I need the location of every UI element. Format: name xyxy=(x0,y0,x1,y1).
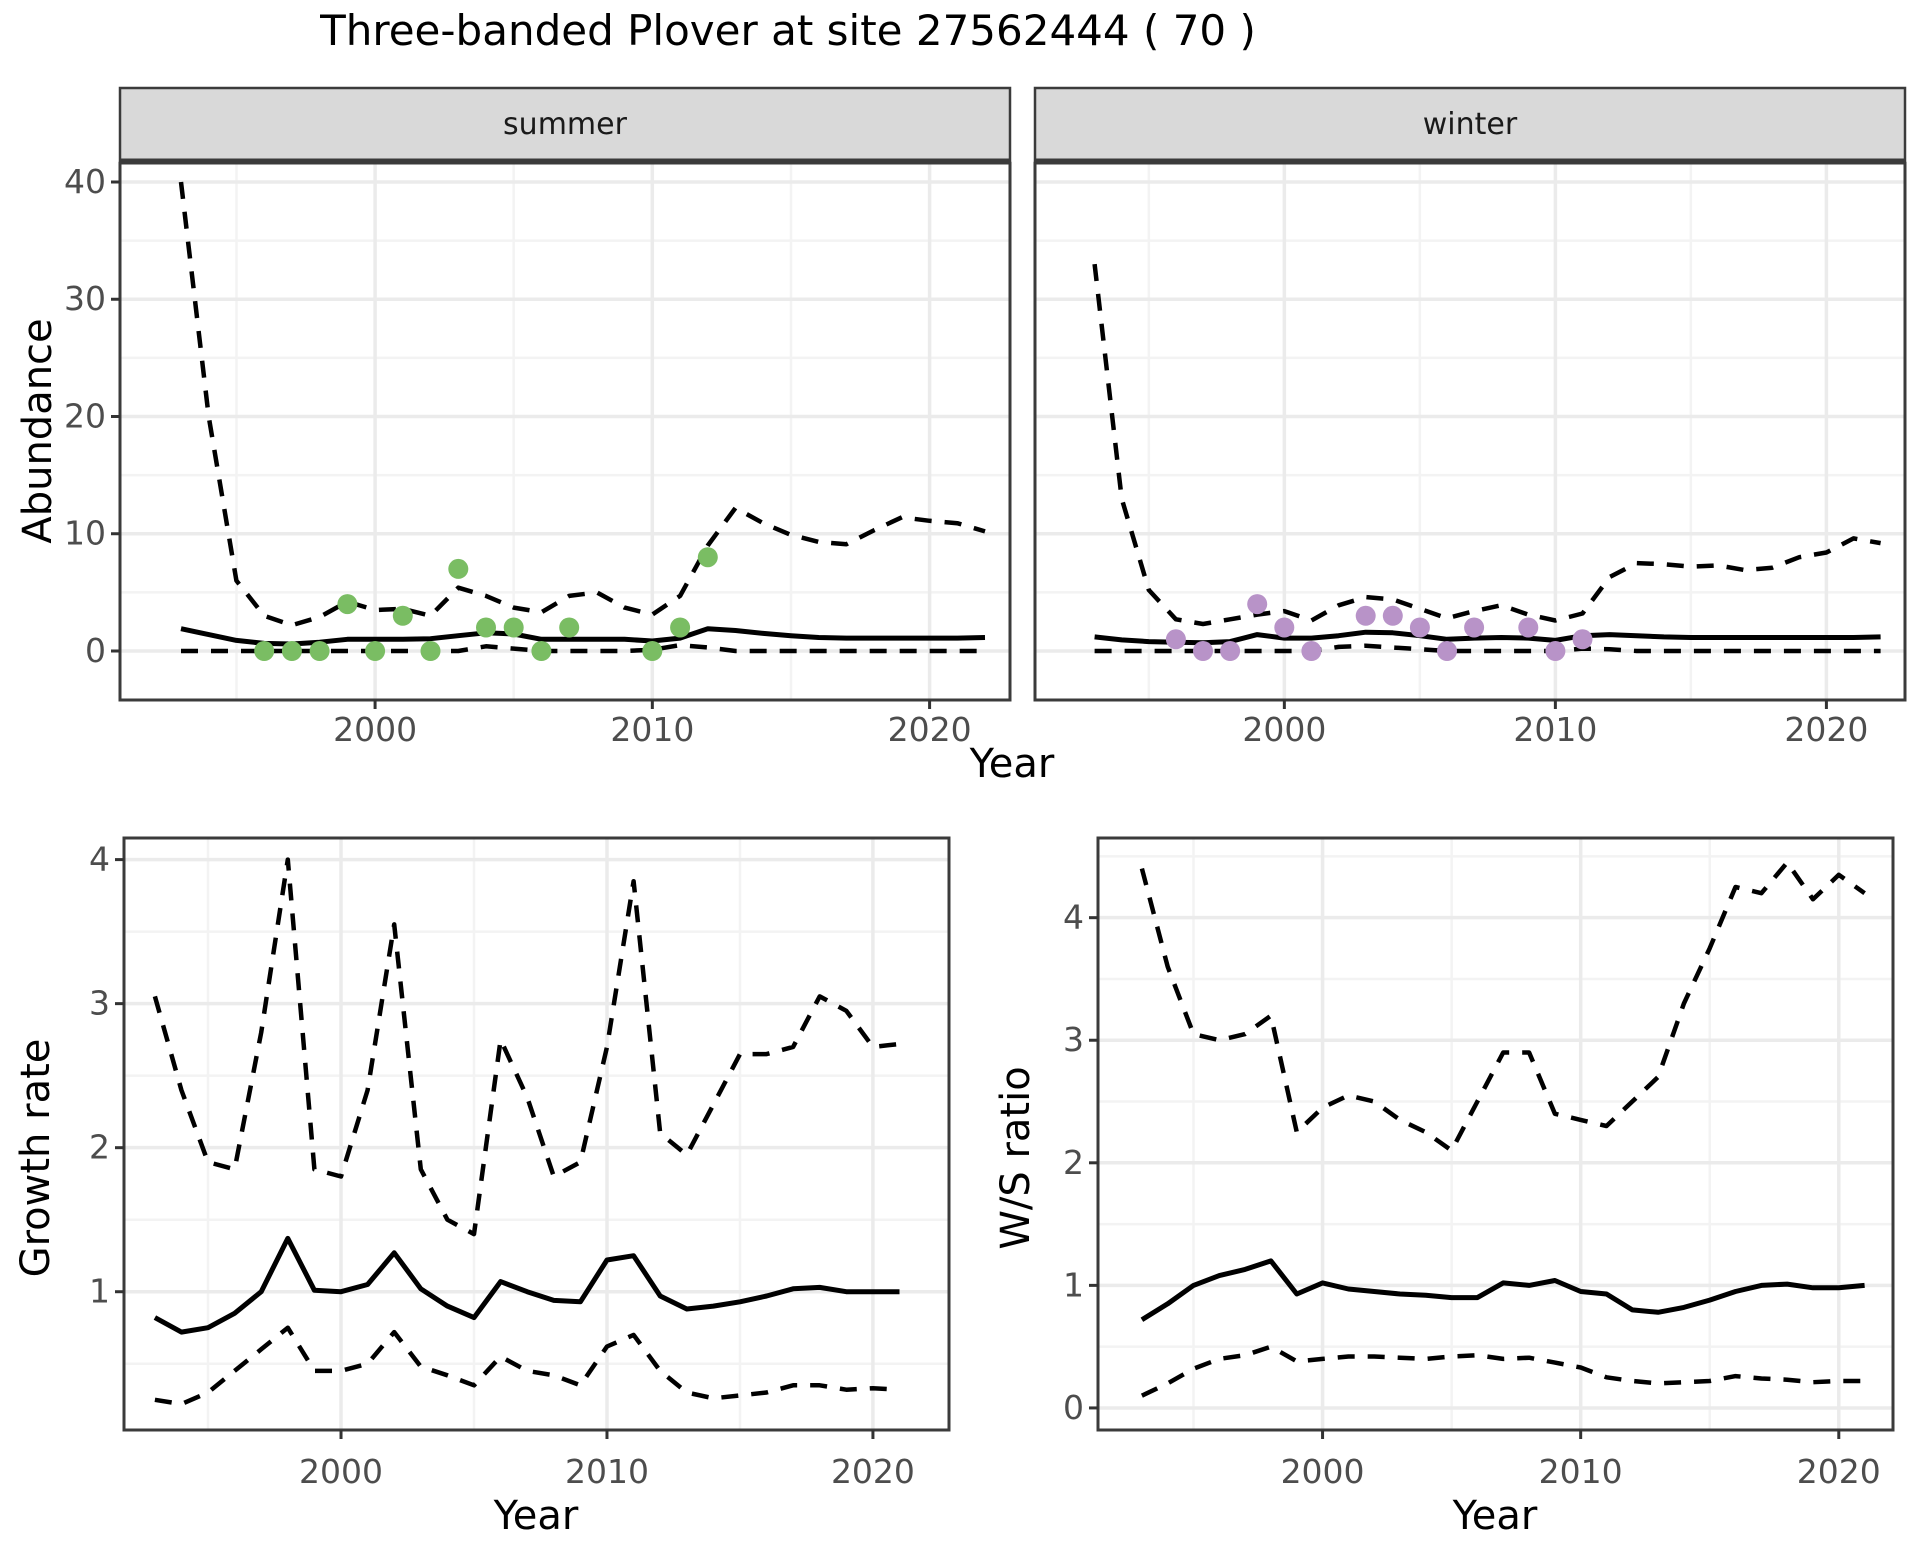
abundance-summer-observed-count-point xyxy=(309,641,330,661)
y-tick-label: 0 xyxy=(1063,1388,1084,1427)
abundance-winter-observed-count-point xyxy=(1382,605,1403,626)
ws-ratio-y-axis-title: W/S ratio xyxy=(993,1066,1039,1250)
growth-rate-x-axis-title: Year xyxy=(493,1493,579,1539)
panel-abundance-summer: 2000 2010 2020 0 10 20 30 40 xyxy=(64,86,1012,749)
abundance-summer-observed-count-point xyxy=(642,641,663,661)
growth-rate-median-line xyxy=(153,1235,900,1335)
y-tick-label: 1 xyxy=(1063,1265,1084,1304)
abundance-winter-observed-count-point xyxy=(1274,617,1295,638)
y-tick-label: 4 xyxy=(89,840,110,879)
abundance-summer-observed-count-point xyxy=(503,617,524,638)
abundance-summer-observed-count-point xyxy=(559,617,580,638)
y-tick-label: 2 xyxy=(1063,1143,1084,1182)
panel-background xyxy=(124,838,949,1430)
abundance-summer-observed-count-point xyxy=(365,641,386,661)
abundance-summer-observed-count-point xyxy=(448,558,469,579)
abundance-winter-observed-count-point xyxy=(1247,594,1268,615)
abundance-summer-upper-95ci-line xyxy=(178,181,986,628)
panel-background xyxy=(1035,163,1905,700)
y-tick-label: 3 xyxy=(1063,1020,1084,1059)
abundance-x-axis-title: Year xyxy=(969,741,1055,787)
x-tick-label: 2010 xyxy=(1539,1452,1623,1491)
x-tick-label: 2010 xyxy=(565,1452,649,1491)
abundance-summer-observed-count-point xyxy=(670,617,691,638)
abundance-summer-observed-count-point xyxy=(281,641,302,661)
panel-growth-rate: 2000 2010 2020 1 2 3 4 xyxy=(89,836,951,1491)
abundance-winter-upper-95ci-line xyxy=(1092,263,1881,627)
abundance-winter-observed-count-point xyxy=(1572,629,1593,650)
ws-ratio-upper-95ci-line xyxy=(1139,860,1866,1153)
abundance-winter-observed-count-point xyxy=(1220,641,1241,661)
y-tick-label: 20 xyxy=(64,396,106,435)
facet-label-winter: winter xyxy=(1422,106,1518,142)
x-tick-label: 2010 xyxy=(610,710,694,749)
plot-title: Three-banded Plover at site 27562444 ( 7… xyxy=(320,6,1256,55)
panel-abundance-winter: 2000 2010 2020 xyxy=(1033,86,1907,749)
abundance-winter-median-line xyxy=(1094,629,1881,646)
ws-ratio-lower-95ci-line xyxy=(1140,1344,1865,1398)
abundance-winter-observed-count-point xyxy=(1437,641,1457,661)
y-tick-label: 1 xyxy=(89,1272,110,1311)
abundance-summer-observed-count-point xyxy=(337,594,358,615)
abundance-summer-observed-count-point xyxy=(531,641,552,661)
panel-background xyxy=(1098,838,1893,1430)
abundance-summer-observed-count-point xyxy=(420,641,441,661)
abundance-winter-observed-count-point xyxy=(1464,617,1485,638)
ws-ratio-x-axis-title: Year xyxy=(1452,1493,1538,1539)
facet-strip xyxy=(118,86,1012,162)
abundance-winter-observed-count-point xyxy=(1165,629,1186,650)
panel-ws-ratio: 2000 2010 2020 0 1 2 3 4 xyxy=(1063,836,1895,1491)
abundance-y-axis-title: Abundance xyxy=(15,318,61,544)
x-tick-label: 2000 xyxy=(333,710,417,749)
x-tick-label: 2000 xyxy=(1281,1452,1365,1491)
abundance-summer-observed-count-point xyxy=(254,641,275,661)
x-tick-label: 2020 xyxy=(888,710,972,749)
abundance-winter-observed-count-point xyxy=(1301,641,1322,661)
abundance-winter-observed-count-point xyxy=(1355,605,1376,626)
y-tick-label: 30 xyxy=(64,279,106,318)
abundance-winter-observed-count-point xyxy=(1193,641,1213,661)
facet-strip xyxy=(1033,86,1907,162)
y-tick-label: 4 xyxy=(1063,898,1084,937)
y-tick-label: 40 xyxy=(64,162,106,201)
growth-rate-y-axis-title: Growth rate xyxy=(13,1038,59,1278)
panel-background xyxy=(120,163,1010,700)
y-tick-label: 3 xyxy=(89,984,110,1023)
x-tick-label: 2010 xyxy=(1513,710,1597,749)
growth-rate-upper-95ci-line xyxy=(152,857,900,1237)
panel-border xyxy=(122,836,951,1432)
y-tick-label: 10 xyxy=(64,514,106,553)
ws-ratio-median-line xyxy=(1140,1258,1865,1322)
facet-label-summer: summer xyxy=(503,106,627,142)
abundance-summer-observed-count-point xyxy=(392,605,413,626)
abundance-winter-observed-count-point xyxy=(1409,617,1430,638)
abundance-winter-observed-count-point xyxy=(1545,641,1566,661)
x-tick-label: 2020 xyxy=(1797,1452,1881,1491)
x-tick-label: 2000 xyxy=(299,1452,383,1491)
abundance-winter-observed-count-point xyxy=(1518,617,1539,638)
abundance-summer-observed-count-point xyxy=(697,547,718,568)
x-tick-label: 2020 xyxy=(831,1452,915,1491)
y-tick-label: 0 xyxy=(85,631,106,670)
abundance-summer-observed-count-point xyxy=(476,617,496,638)
y-tick-label: 2 xyxy=(89,1128,110,1167)
x-tick-label: 2000 xyxy=(1242,710,1326,749)
x-tick-label: 2020 xyxy=(1784,710,1868,749)
panel-border xyxy=(1096,836,1895,1432)
